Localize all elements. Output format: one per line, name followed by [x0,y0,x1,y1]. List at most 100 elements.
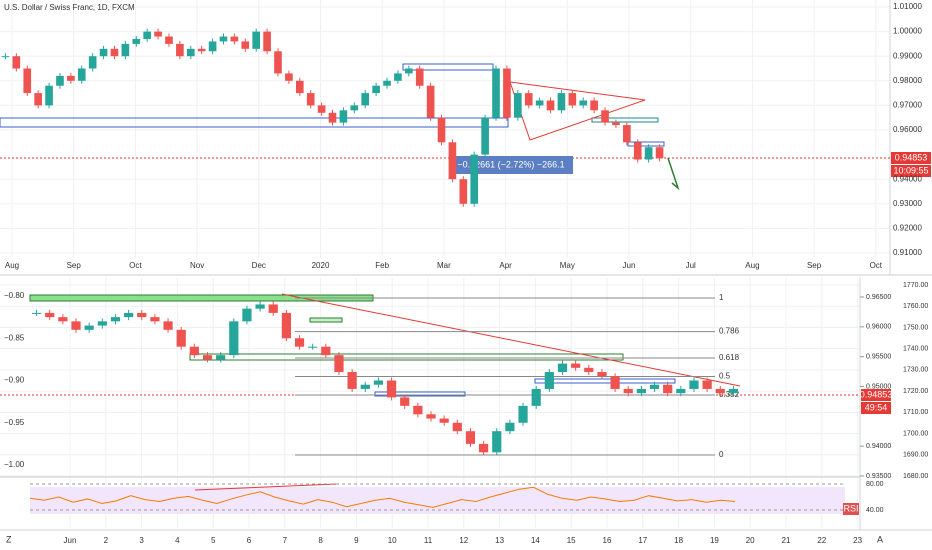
candle [45,85,53,106]
y2-tick-label: 0.96500 [866,294,891,301]
x-tick-label: Feb [375,261,389,270]
rsi-tag-label: RSI [843,503,858,513]
x-tick-label: 18 [674,536,683,545]
candle [328,112,337,123]
y3-tick-label: 1690.00 [903,452,928,459]
candle [255,304,265,309]
fib-label: 0 [719,450,724,459]
y3-tick-label: 1750.00 [903,324,928,331]
x-tick-label: 17 [638,536,647,545]
candle [601,110,609,123]
y-tick-label: 1.01000 [893,2,922,11]
x-tick-label: Dec [252,261,266,270]
candle [413,405,423,415]
fib-label: 0.382 [719,390,740,399]
x-tick-label: Jun [623,261,636,270]
x-tick-label: 11 [424,536,433,545]
candle [77,68,86,81]
y-tick-label: 0.96000 [893,125,922,134]
y3-tick-label: 1740.00 [903,346,928,353]
x-tick-label: 14 [531,536,540,545]
candle [676,388,686,394]
candle [636,388,646,394]
rsi-tick-label: 40.00 [866,507,884,514]
candle [285,73,293,81]
candle [252,31,261,49]
x-tick-label: May [560,261,575,270]
x-tick-label: Sep [807,261,822,270]
candle [347,372,357,389]
candle [165,36,173,44]
y-tick-label: −0.95 [4,418,25,427]
x-tick-label: 2020 [312,261,330,270]
x-tick-label: 8 [318,536,323,545]
candle [535,100,544,106]
y-tick-label: 0.97000 [893,101,922,110]
x-tick-label: 3 [139,536,144,545]
candle [186,48,195,57]
candle [479,443,489,453]
candle [633,142,642,160]
zone-box [0,117,509,128]
candle [241,41,250,49]
timer-tag [861,402,891,414]
candle [23,68,32,94]
candle [1,56,10,58]
y2-tick-label: 0.93500 [866,473,891,480]
candle [649,384,660,389]
candle [360,384,370,389]
y2-tick-label: 0.95500 [866,354,891,361]
candle [448,142,457,180]
candle [623,125,631,143]
candle [230,36,239,42]
rsi-tag [843,503,859,515]
y-tick-label: 0.93000 [893,199,922,208]
arrow [667,157,680,191]
candle [568,93,577,106]
candle [492,431,502,453]
fib-label: 0.5 [719,372,731,381]
candle [644,147,653,160]
x-tick-label: 19 [710,536,719,545]
x-tick-label: 16 [603,536,612,545]
candle [728,388,739,394]
candle [546,100,555,111]
x-tick-label: 12 [459,536,468,545]
candle [45,312,55,318]
candle [294,338,305,347]
x-tick-label: 23 [853,536,862,545]
candle [306,93,315,106]
y-tick-label: 0.91000 [893,248,922,257]
candle [404,68,413,74]
candle [481,117,489,155]
candle [242,308,252,322]
candle [197,48,206,52]
fib-label: 0.786 [719,327,740,336]
x-tick-label: Jun [64,536,77,545]
x-tick-label: 7 [283,536,288,545]
zone-box [189,353,624,361]
candle [557,93,566,111]
candle [655,147,664,159]
x-tick-label: 15 [567,536,576,545]
candle [557,363,568,373]
rsi-line [29,486,736,508]
candle [544,372,554,389]
candle [121,43,130,57]
toolbar-right[interactable]: A [877,534,883,544]
timer-label: 49:54 [865,402,888,412]
candle [492,68,500,118]
candle [281,312,291,339]
candle [189,346,199,356]
timer-label: 10:09:55 [893,165,928,175]
x-tick-label: Aug [745,261,759,270]
candle [383,80,391,86]
zone-box [402,63,494,71]
candle [597,372,607,377]
candle [88,56,97,69]
candle [531,388,541,406]
toolbar-left[interactable]: Z [6,534,12,544]
candle [503,68,511,118]
y2-tick-label: 0.95000 [866,383,891,390]
